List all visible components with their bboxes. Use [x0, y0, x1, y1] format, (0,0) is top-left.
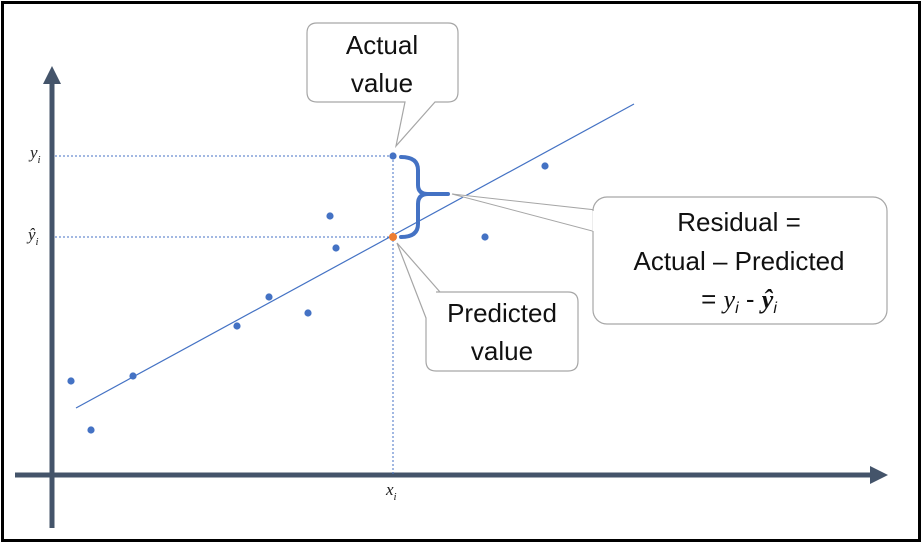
residual-line3-y-sub: i: [735, 300, 739, 317]
x-i-subscript: i: [394, 491, 397, 503]
data-point: [67, 377, 75, 385]
regression-line: [75, 103, 635, 409]
y-hat-symbol: ŷ: [26, 225, 36, 244]
predicted-value-callout: Predicted value: [396, 242, 579, 372]
y-axis-arrow-icon: [43, 66, 61, 84]
data-point: [87, 426, 95, 434]
data-point: [326, 212, 334, 220]
residual-line3-minus: -: [739, 284, 762, 314]
y-i-subscript: i: [38, 154, 41, 166]
y-i-symbol: y: [28, 143, 38, 162]
y-hat-subscript: i: [36, 236, 39, 248]
x-i-symbol: x: [385, 480, 394, 499]
data-point: [332, 244, 340, 252]
residual-line1: Residual =: [677, 207, 801, 237]
data-point: [265, 293, 273, 301]
predicted-callout-line2: value: [471, 336, 533, 366]
actual-callout-line2: value: [351, 68, 413, 98]
data-point: [541, 162, 549, 170]
data-point: [129, 372, 137, 380]
residual-brace-icon: [399, 155, 450, 239]
actual-callout-line1: Actual: [346, 30, 418, 60]
data-points: [67, 152, 549, 434]
residual-line2: Actual – Predicted: [633, 246, 844, 276]
residual-line3-prefix: =: [701, 284, 723, 314]
x-axis-arrow-icon: [870, 466, 888, 484]
residual-line3-y: y: [721, 285, 736, 314]
residual-callout: Residual = Actual – Predicted = yi - ŷi: [592, 196, 888, 325]
y-i-label: yi: [28, 143, 41, 166]
residual-line3: = yi - ŷi: [701, 284, 777, 317]
predicted-point: [389, 233, 397, 241]
y-hat-label: ŷi: [26, 225, 39, 248]
data-point-actual: [389, 152, 397, 160]
predicted-callout-line1: Predicted: [447, 298, 557, 328]
actual-value-callout: Actual value: [306, 22, 459, 149]
residual-line3-yhat-sub: i: [773, 300, 777, 317]
data-point: [233, 322, 241, 330]
residual-line3-yhat: ŷ: [759, 285, 774, 314]
x-i-label: xi: [385, 480, 397, 503]
data-point: [481, 233, 489, 241]
data-point: [304, 309, 312, 317]
